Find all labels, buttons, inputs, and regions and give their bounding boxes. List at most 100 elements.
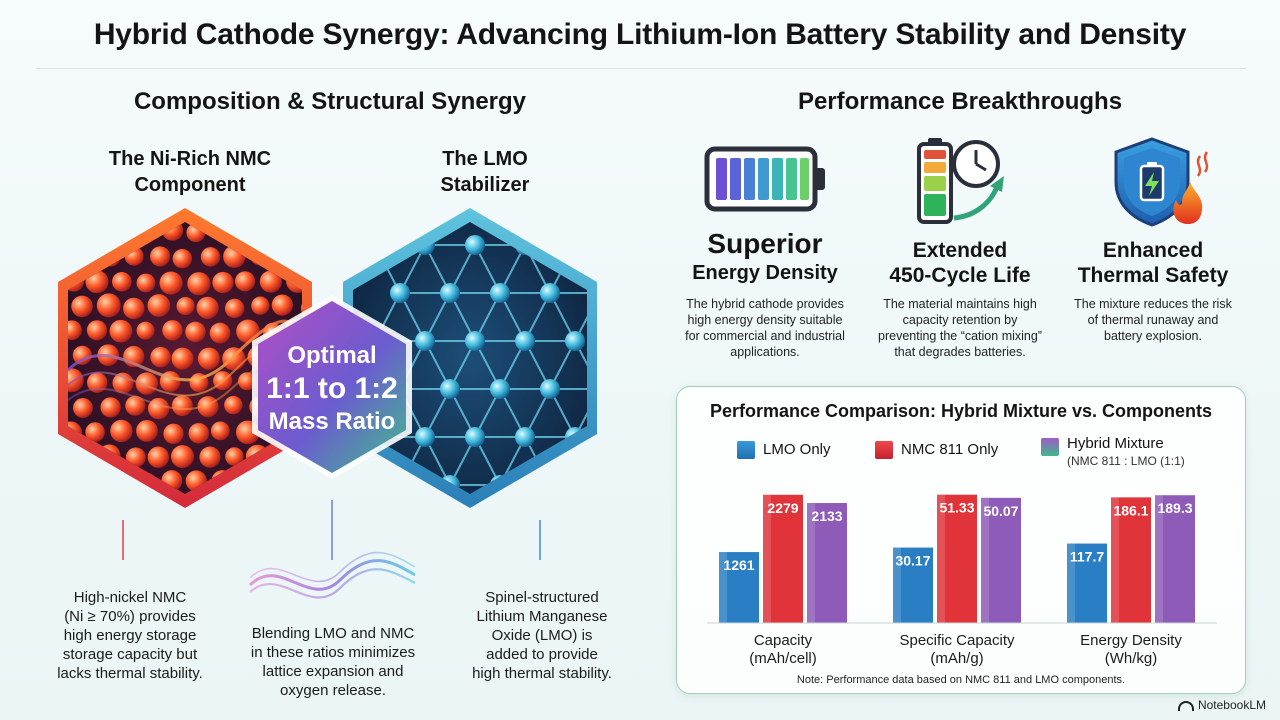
nmc-particle: [171, 347, 194, 370]
lattice-node: [465, 235, 485, 255]
nmc-particle: [85, 470, 107, 491]
nmc-particle: [110, 419, 133, 443]
nmc-component-label: The Ni-Rich NMC Component: [108, 148, 272, 196]
legend-swatch-nmc: [875, 441, 893, 460]
lattice-node: [540, 379, 560, 399]
nmc-particle: [285, 473, 302, 492]
bar-lmo-only-1: [893, 547, 933, 623]
category-label: Energy Density: [1080, 632, 1182, 649]
nmc-particle: [259, 270, 282, 293]
bar-highlight: [893, 547, 901, 623]
nmc-particle: [71, 295, 93, 318]
nmc-particle: [238, 472, 257, 492]
ratio-text-line2: 1:1 to 1:2: [266, 372, 398, 405]
bar-value-label: 2133: [811, 508, 842, 524]
nmc-particle: [112, 271, 132, 292]
bar-nmc-811-only-2: [1111, 497, 1151, 623]
page-title: Hybrid Cathode Synergy: Advancing Lithiu…: [93, 18, 1187, 51]
category-label: (mAh/cell): [749, 650, 817, 667]
performance-comparison-panel: Performance Comparison: Hybrid Mixture v…: [676, 386, 1246, 694]
bar-value-label: 186.1: [1113, 502, 1148, 518]
nmc-particle: [285, 222, 302, 243]
lattice-node: [365, 235, 385, 255]
blend-wave-graphic: [248, 551, 416, 599]
blend-caption: Blending LMO and NMC in these ratios min…: [250, 625, 416, 699]
nmc-particle: [197, 347, 221, 370]
lattice-node: [490, 379, 510, 399]
nmc-particle: [125, 447, 146, 468]
battery-full-icon: [704, 146, 825, 212]
lattice-node: [540, 475, 560, 494]
title-divider: [36, 68, 1246, 69]
nmc-particle: [163, 423, 184, 444]
category-label: (Wh/kg): [1105, 650, 1158, 667]
shield-fire-icon: [1114, 137, 1209, 227]
nmc-particle: [199, 446, 221, 468]
hexagon-synergy-illustration: [58, 208, 610, 560]
nmc-particle: [187, 272, 211, 296]
bar-chart: 1261 2279 2133 Capacity(mAh/cell) 30.17 51.33…: [707, 494, 1217, 667]
bar-lmo-only-2: [1067, 543, 1107, 623]
nmc-particle: [222, 347, 246, 371]
feature-cycle-life-title: Extended 450-Cycle Life: [889, 239, 1031, 287]
legend-hybrid-mixture: Hybrid Mixture (NMC 811 : LMO (1:1): [1041, 435, 1185, 469]
bar-hybrid-mixture-0: [807, 503, 847, 623]
notebooklm-brand: NotebookLM: [1177, 698, 1266, 712]
nmc-particle: [123, 297, 145, 320]
nmc-particle: [238, 372, 257, 391]
nmc-particle: [85, 222, 107, 243]
nmc-particle: [72, 345, 92, 365]
nmc-particle: [147, 294, 171, 317]
chart-note: Note: Performance data based on NMC 811 …: [796, 674, 1126, 686]
lattice-node: [415, 427, 435, 447]
nmc-particle: [212, 271, 234, 294]
feature-energy-density-desc: The hybrid cathode provides high energy …: [685, 297, 845, 359]
nmc-particle: [136, 273, 156, 293]
nmc-particle: [162, 320, 183, 341]
bar-value-label: 189.3: [1157, 500, 1192, 516]
nmc-particle: [147, 397, 170, 420]
nmc-particle: [224, 298, 245, 319]
nmc-caption: High-nickel NMC (Ni ≥ 70%) provides high…: [57, 589, 203, 682]
lattice-node: [590, 475, 610, 495]
nmc-particle: [68, 222, 82, 242]
bar-value-label: 117.7: [1070, 549, 1104, 565]
bar-value-label: 50.07: [983, 503, 1018, 519]
lmo-caption: Spinel-structured Lithium Manganese Oxid…: [472, 589, 612, 682]
bar-hybrid-mixture-1: [981, 497, 1021, 623]
chart-title: Performance Comparison: Hybrid Mixture v…: [709, 401, 1213, 421]
nmc-particle: [87, 372, 108, 393]
nmc-particle: [125, 395, 146, 416]
bar-highlight: [981, 497, 989, 623]
category-label: Specific Capacity: [899, 632, 1015, 649]
lattice-node: [415, 331, 435, 351]
nmc-particle: [85, 422, 105, 442]
nmc-particle: [251, 296, 270, 315]
lattice-node: [465, 427, 485, 447]
lattice-node: [540, 283, 560, 303]
lattice-node: [440, 379, 460, 399]
nmc-particle: [259, 471, 281, 493]
bar-highlight: [807, 503, 815, 623]
bar-highlight: [1111, 497, 1119, 623]
legend-swatch-lmo: [737, 441, 755, 460]
nmc-particle: [274, 246, 293, 265]
bar-value-label: 51.33: [939, 500, 974, 516]
feature-thermal-safety-title: Enhanced Thermal Safety: [1077, 239, 1229, 287]
bar-highlight: [1155, 495, 1163, 623]
bar-nmc-811-only-1: [937, 494, 977, 623]
ratio-text-line1: Optimal: [287, 342, 377, 369]
nmc-particle: [150, 346, 171, 368]
bar-highlight: [937, 494, 945, 623]
notebooklm-logo-icon: [1177, 700, 1194, 711]
lattice-node: [565, 331, 585, 351]
performance-heading: Performance Breakthroughs: [797, 88, 1123, 115]
nmc-particle: [159, 271, 183, 295]
feature-energy-density-title: Superior Energy Density: [692, 228, 838, 284]
bar-nmc-811-only-0: [763, 494, 803, 623]
bar-value-label: 2279: [767, 500, 798, 516]
nmc-particle: [258, 222, 283, 244]
nmc-particle: [209, 322, 231, 344]
nmc-particle: [297, 246, 302, 269]
nmc-particle: [271, 294, 293, 316]
